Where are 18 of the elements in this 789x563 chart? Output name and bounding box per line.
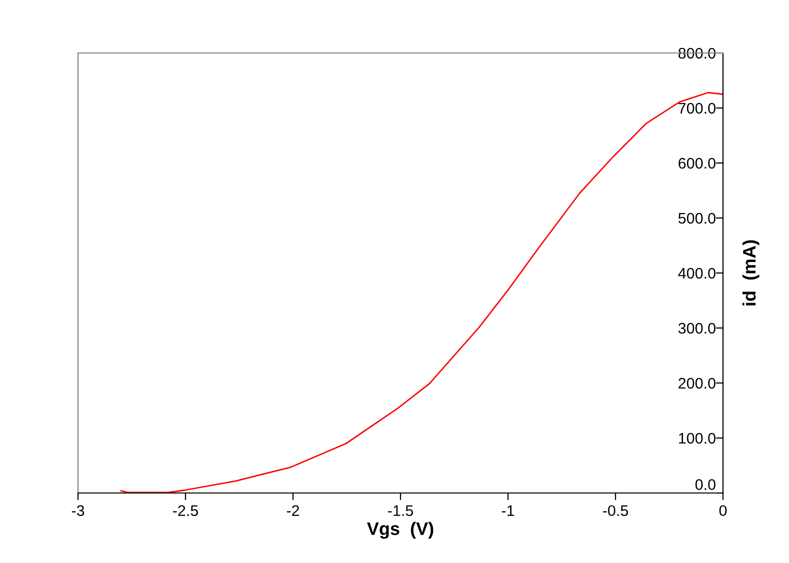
y-tick-label: 0.0	[695, 479, 716, 490]
x-axis-title: Vgs (V)	[367, 522, 434, 539]
x-tick-label: -1	[502, 505, 514, 516]
x-tick-label: 0	[719, 505, 727, 516]
x-tick-label: -1.5	[388, 505, 414, 516]
x-tick-label: -2.5	[173, 505, 198, 516]
y-tick-label: 400.0	[678, 268, 716, 279]
x-tick-label: -0.5	[603, 505, 628, 516]
y-tick-label: 100.0	[678, 432, 716, 444]
y-axis-title: id (mA)	[742, 240, 760, 306]
y-tick-label: 200.0	[678, 378, 716, 389]
y-tick-label: 500.0	[678, 212, 716, 224]
x-tick-label: -3	[72, 505, 84, 516]
y-tick-label: 700.0	[678, 102, 716, 114]
y-tick-label: 300.0	[678, 322, 716, 334]
y-tick-label: 600.0	[678, 158, 716, 169]
line-series	[120, 92, 723, 493]
x-tick-label: -2	[286, 505, 300, 516]
